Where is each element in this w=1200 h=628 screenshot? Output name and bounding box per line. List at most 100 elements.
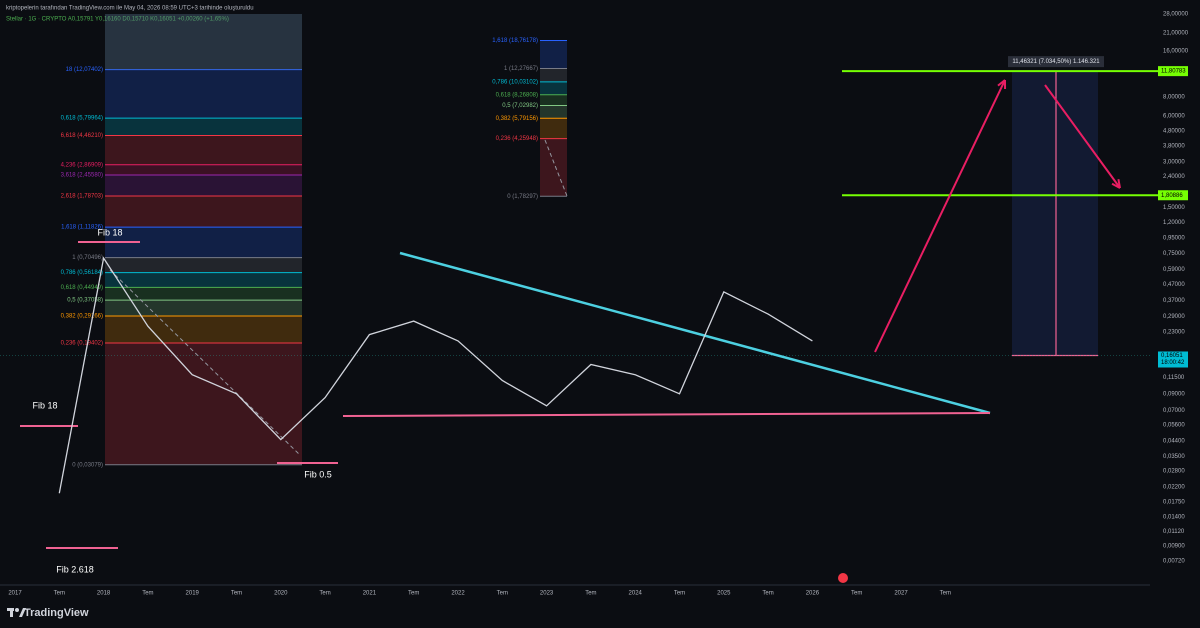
fib-label: 0,382 (0,29166): [61, 314, 103, 320]
x-tick-label: 2027: [894, 591, 908, 597]
price-tag: [1158, 66, 1188, 77]
y-tick-label: 0,29000: [1163, 314, 1185, 320]
y-tick-label: 0,04400: [1163, 439, 1185, 445]
y-tick-label: 4,80000: [1163, 128, 1185, 134]
y-tick-label: 0,07000: [1163, 408, 1185, 414]
logo-part: [10, 608, 13, 617]
fib-label: 0,786 (10,03102): [492, 79, 538, 85]
logo-part: [15, 608, 19, 612]
fib-band: [105, 196, 302, 228]
attribution: kriptopelerin tarafından TradingView.com…: [6, 6, 254, 12]
fib-label: 0,618 (8,26808): [496, 92, 538, 98]
fib-band: [105, 315, 302, 343]
brand: TradingView: [24, 607, 89, 619]
y-tick-label: 0,00900: [1163, 544, 1185, 550]
price-tag-label: 1,80886: [1161, 193, 1183, 199]
x-tick-label: Tem: [851, 591, 862, 597]
fib-band: [540, 40, 567, 69]
x-tick-label: 2024: [629, 591, 643, 597]
fib-label: 0,5 (7,02982): [502, 103, 538, 109]
y-tick-label: 0,37000: [1163, 298, 1185, 304]
projection-line: [109, 269, 301, 456]
annotation: Fib 18: [97, 227, 122, 237]
position-label-bg: [1008, 56, 1104, 68]
annotation: Fib 2.618: [56, 564, 94, 574]
x-tick-label: 2022: [451, 591, 465, 597]
fib-band: [540, 138, 567, 197]
y-tick-label: 0,05600: [1163, 423, 1185, 429]
arrow: [874, 79, 1006, 353]
position-box: [1012, 71, 1098, 356]
y-tick-label: 0,75000: [1163, 251, 1185, 257]
x-tick-label: Tem: [231, 591, 242, 597]
annotation: Fib 18: [32, 400, 57, 410]
y-tick-label: 8,00000: [1163, 94, 1185, 100]
arrow-head: [1111, 182, 1121, 189]
y-tick-label: 0,00720: [1163, 558, 1185, 564]
fib-band: [105, 118, 302, 136]
position-label: 11,46321 (7.034,50%) 1.146.321: [1012, 59, 1100, 65]
x-tick-label: Tem: [497, 591, 508, 597]
fib-band: [540, 81, 567, 95]
x-tick-label: 2025: [717, 591, 731, 597]
x-tick-label: Tem: [585, 591, 596, 597]
x-tick-label: 2020: [274, 591, 288, 597]
y-tick-label: 0,02200: [1163, 485, 1185, 491]
price-axis: [1150, 0, 1200, 585]
fib-band: [105, 175, 302, 197]
fib-band: [105, 257, 302, 273]
fib-label: 1,618 (1,11826): [61, 225, 103, 231]
y-tick-label: 0,09000: [1163, 391, 1185, 397]
y-tick-label: 1,50000: [1163, 205, 1185, 211]
fib-band: [105, 342, 302, 465]
fib-label: 6,618 (4,46210): [61, 133, 103, 139]
x-tick-label: Tem: [54, 591, 65, 597]
x-tick-label: 2019: [186, 591, 200, 597]
countdown: 18:00:42: [1161, 360, 1185, 366]
fib-label: 0,618 (0,44949): [61, 285, 103, 291]
y-tick-label: 1,20000: [1163, 220, 1185, 226]
y-tick-label: 0,59000: [1163, 267, 1185, 273]
fib-label: 4,236 (2,86909): [61, 162, 103, 168]
logo-part: [19, 608, 26, 617]
fib-band: [105, 135, 302, 165]
x-tick-label: Tem: [940, 591, 951, 597]
fib-label: 0 (1,78297): [507, 194, 538, 200]
arrow-head: [1117, 178, 1121, 189]
x-tick-label: 2021: [363, 591, 377, 597]
x-tick-label: Tem: [142, 591, 153, 597]
price-tag-label: 11,80783: [1161, 69, 1186, 75]
y-tick-label: 3,00000: [1163, 159, 1185, 165]
y-tick-label: 21,00000: [1163, 31, 1189, 37]
fib-band: [105, 300, 302, 316]
y-tick-label: 0,02800: [1163, 469, 1185, 475]
fib-band: [105, 287, 302, 301]
fib-label: 1 (0,70496): [72, 255, 103, 261]
annotation: Fib 0.5: [304, 469, 332, 479]
fib-label: 0 (0,03079): [72, 462, 103, 468]
fib-label: 1 (12,27667): [504, 66, 538, 72]
y-tick-label: 0,01400: [1163, 514, 1185, 520]
fib-label: 0,5 (0,37058): [67, 298, 103, 304]
y-tick-label: 0,47000: [1163, 282, 1185, 288]
fib-label: 2,618 (1,78703): [61, 194, 103, 200]
fib-band: [540, 105, 567, 119]
fib-label: 0,236 (4,25948): [496, 136, 538, 142]
x-tick-label: Tem: [674, 591, 685, 597]
fib-band: [105, 69, 302, 119]
fib-band: [540, 118, 567, 139]
x-tick-label: 2018: [97, 591, 111, 597]
event-icon: [838, 573, 848, 583]
price-tag-label: 0,16051: [1161, 353, 1183, 359]
trend-line: [399, 251, 991, 415]
y-tick-label: 0,95000: [1163, 235, 1185, 241]
x-tick-label: 2026: [806, 591, 820, 597]
fib-label: 0,382 (5,79156): [496, 116, 538, 122]
fib-band: [105, 272, 302, 288]
y-tick-label: 3,80000: [1163, 144, 1185, 150]
y-tick-label: 0,01750: [1163, 500, 1185, 506]
price-tag: [1158, 190, 1188, 201]
price-tag: [1158, 351, 1188, 368]
